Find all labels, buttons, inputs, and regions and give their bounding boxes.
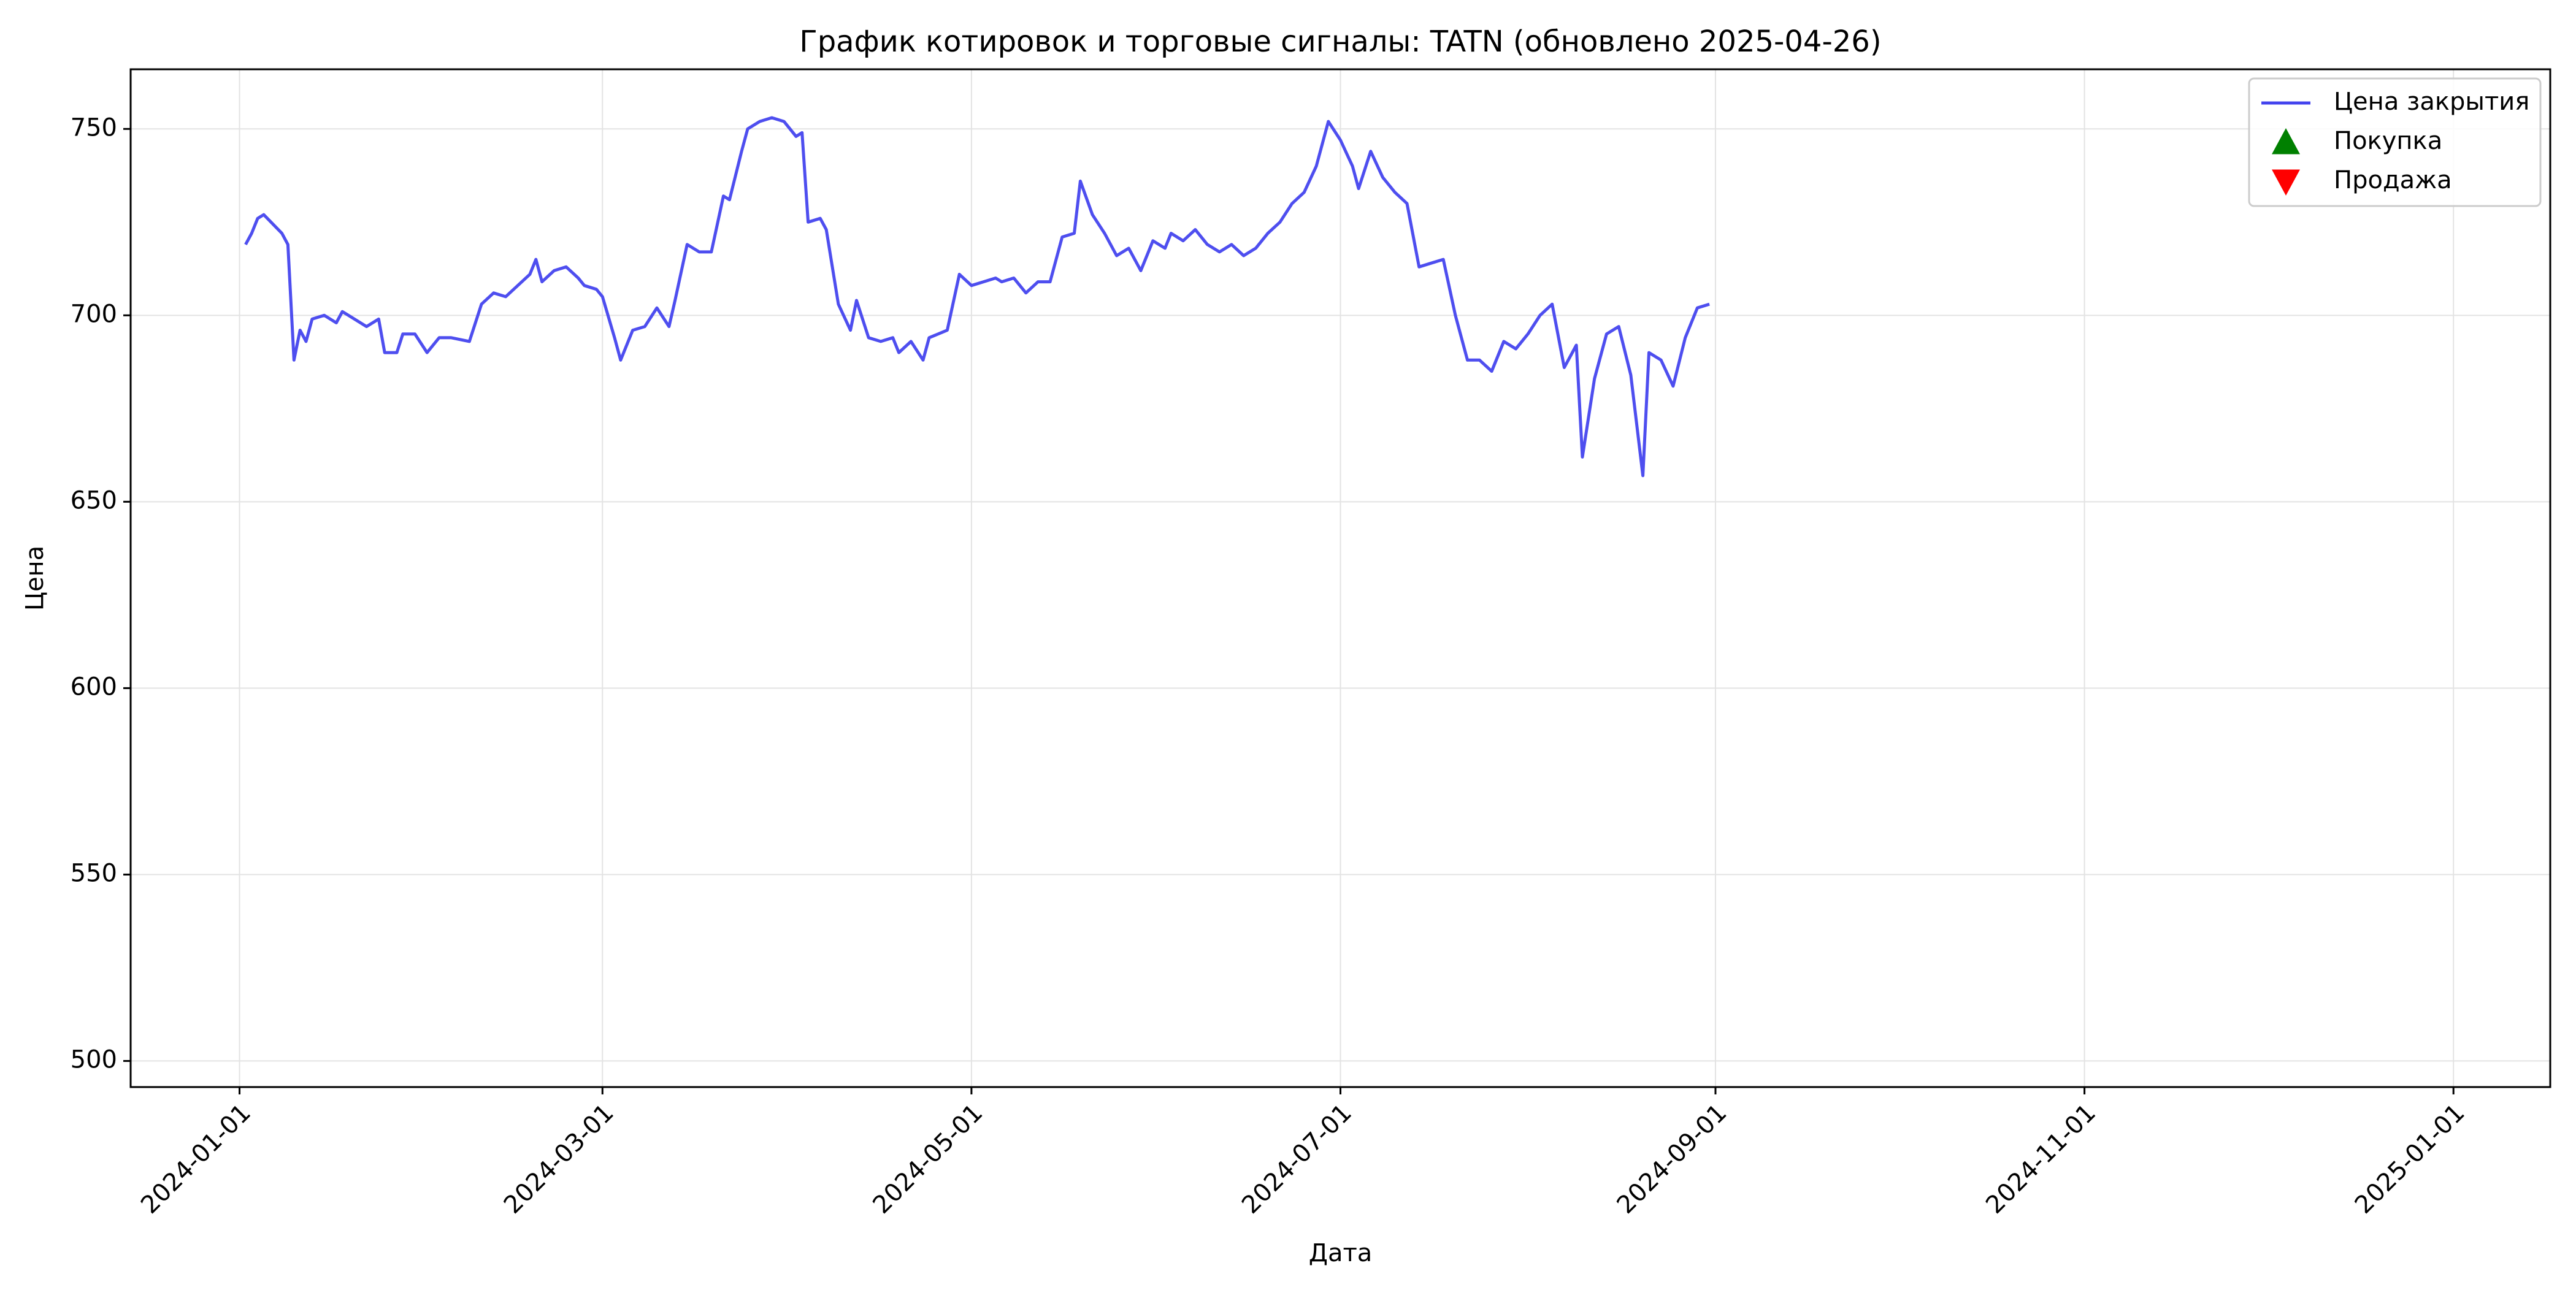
legend-label-sell: Продажа xyxy=(2334,166,2452,194)
close-price-line xyxy=(244,116,1710,478)
y-tick-label: 750 xyxy=(71,113,117,142)
y-axis-label: Цена xyxy=(21,546,49,611)
y-tick-label: 550 xyxy=(71,859,117,887)
legend-buy-triangle-icon xyxy=(2272,128,2300,155)
legend-box xyxy=(2248,77,2542,207)
y-tick-label: 600 xyxy=(71,673,117,701)
legend-label-buy: Покупка xyxy=(2334,127,2442,155)
x-axis-label: Дата xyxy=(1309,1239,1373,1267)
legend: Цена закрытия Покупка Продажа xyxy=(2248,77,2542,207)
y-tick-label: 650 xyxy=(71,486,117,514)
legend-sell-triangle-icon xyxy=(2272,169,2300,196)
legend-label-close-price: Цена закрытия xyxy=(2334,88,2529,116)
y-tick-label: 700 xyxy=(71,300,117,328)
series-layer xyxy=(244,116,1710,478)
y-tick-label: 500 xyxy=(71,1045,117,1074)
chart-title: График котировок и торговые сигналы: TAT… xyxy=(799,25,1881,59)
grid xyxy=(131,69,2550,1087)
